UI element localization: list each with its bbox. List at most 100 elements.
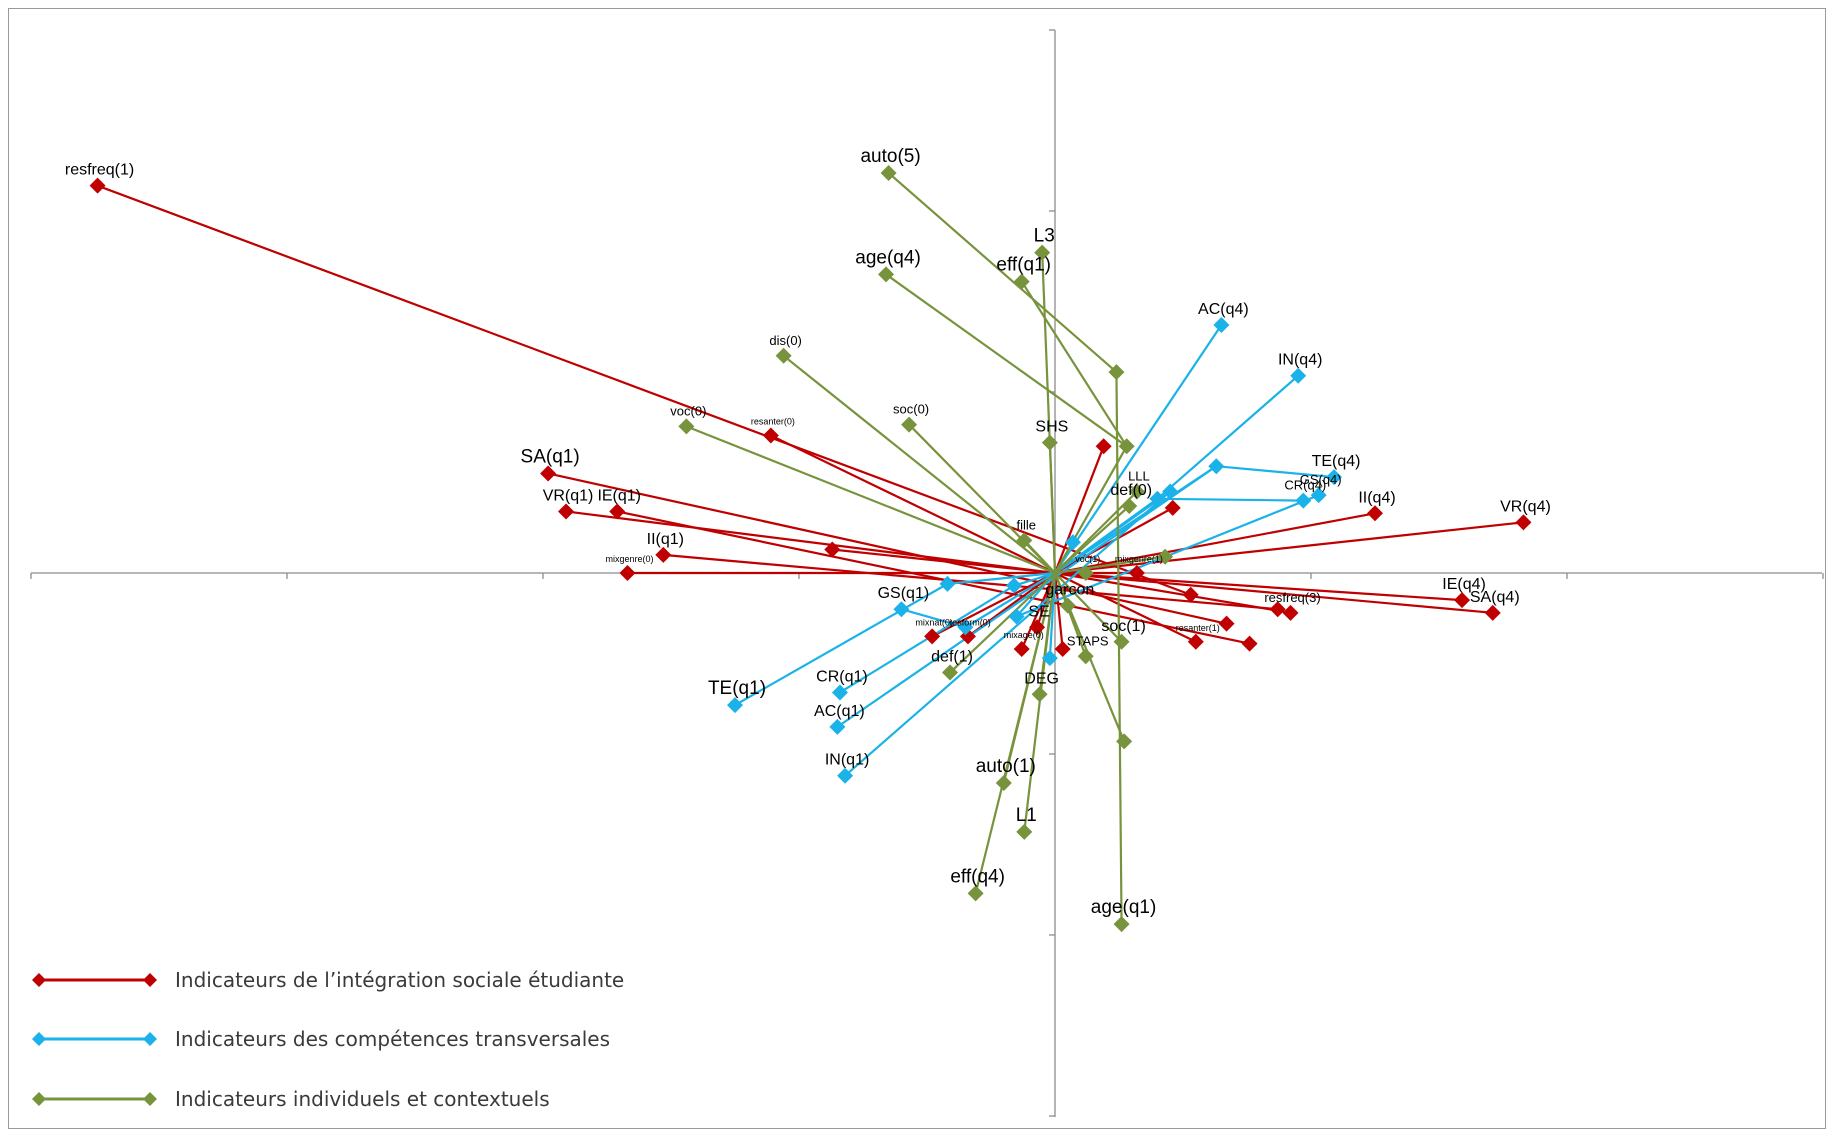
label-in-q4: IN(q4) [1278,352,1322,369]
marker [939,575,956,592]
connector-line [1053,504,1131,575]
marker-shs [1041,434,1058,451]
label-mixgenre-0: mixgenre(0) [605,554,653,564]
marker-eff-q4 [967,885,984,902]
legend-marker [143,1092,157,1106]
marker [1269,601,1286,618]
label-lll: LLL [1128,469,1150,484]
marker-te-q4 [1326,469,1343,486]
marker [1118,438,1135,455]
connector-line [547,472,1228,625]
connector-line [1020,571,1057,651]
label-resfreq-1: resfreq(1) [65,162,134,179]
marker [1182,586,1199,603]
label-staps: STAPS [1067,633,1109,648]
label-cr-q4: CR(q4) [1284,478,1326,493]
marker-resfreq-1 [89,177,106,194]
marker-ie-q1 [609,503,626,520]
connector-line [1053,445,1105,575]
marker-resanter-0 [762,427,779,444]
connector-line [1053,512,1377,575]
label-l1: L1 [1016,805,1037,826]
marker-auto-1 [995,774,1012,791]
marker [1041,650,1058,667]
marker-staps [1077,648,1094,665]
label-vr-q1: VR(q1) [543,487,594,504]
connector-line [96,184,1192,596]
marker-dis-0 [775,347,792,364]
legend-marker [32,1092,46,1106]
connector-line [1048,441,1057,575]
marker [1149,490,1166,507]
connector-line [1023,539,1057,575]
connector-line [831,548,1057,575]
marker-in-q4 [1290,367,1307,384]
marker [1208,458,1225,475]
label-ac-q4: AC(q4) [1198,301,1249,318]
label-resform-0: resform(0) [949,617,991,627]
marker-age-q1 [1113,916,1130,933]
marker-garcon [1059,597,1076,614]
label-mixage-0: mixage(0) [1004,630,1044,640]
legend-label: Indicateurs individuels et contextuels [175,1087,550,1111]
connector-line [946,571,1057,585]
connector-line [836,465,1218,728]
marker [1164,499,1181,516]
connector-line [1053,571,1123,643]
label-mixnat-0: mixnat(0) [915,617,953,627]
legend: Indicateurs de l’intégration sociale étu… [32,968,624,1111]
connector-line [900,608,967,629]
connector-line [1053,571,1292,614]
legend-label: Indicateurs des compétences transversale… [175,1027,610,1051]
marker [1162,483,1179,500]
connector-lines [96,171,1525,926]
marker-ii-q4 [1367,505,1383,522]
legend-marker [143,973,157,987]
label-fille: fille [1017,517,1037,532]
connector-line [1053,555,1167,575]
label-resanter-1: resanter(1) [1176,623,1220,633]
marker-mixnat-0 [924,628,941,645]
marker-resfreq-3 [1282,604,1299,621]
marker-mixgenre-1 [1128,565,1145,581]
marker [957,619,974,636]
marker [1108,364,1125,381]
label-sa-q4: SA(q4) [1470,589,1520,606]
connector-line [1053,571,1197,643]
connector-line [964,571,1057,629]
connector-line [887,171,1118,374]
label-soc-1: soc(1) [1101,618,1145,635]
label-resfreq-3: resfreq(3) [1264,590,1320,605]
label-voc-1: voc(1) [1075,554,1100,564]
label-shs: SHS [1035,419,1068,436]
label-cr-q1: CR(q1) [816,668,868,685]
marker-soc-0 [901,416,918,433]
marker-sa-q1 [540,465,557,482]
connector-line [733,582,949,707]
label-eff-q4: eff(q4) [950,866,1005,887]
label-ii-q1: II(q1) [647,531,684,548]
label-mixgenre-1: mixgenre(1) [1115,554,1163,564]
label-ii-q4: II(q4) [1358,489,1395,506]
point-markers [89,164,1532,933]
marker-ie-q4 [1454,592,1471,609]
label-garcon: garcon [1045,582,1094,599]
label-te-q1: TE(q1) [708,678,766,699]
label-def-0: def(0) [1110,482,1152,499]
label-l3: L3 [1034,226,1055,247]
marker [824,541,841,558]
label-gs-q4: GS(q4) [1300,472,1342,487]
marker-lll [1128,483,1145,500]
marker-ac-q1 [829,718,846,735]
marker-se [1029,619,1046,636]
marker-soc-1 [1113,633,1130,650]
marker-gs-q1 [893,601,910,618]
connector-line [1053,571,1464,602]
connector-line [1053,445,1128,575]
label-def-1: def(1) [931,649,973,666]
marker-voc-0 [678,418,695,435]
connector-line [1020,280,1128,448]
marker-ac-q4 [1213,317,1230,334]
label-ie-q1: IE(q1) [597,487,641,504]
